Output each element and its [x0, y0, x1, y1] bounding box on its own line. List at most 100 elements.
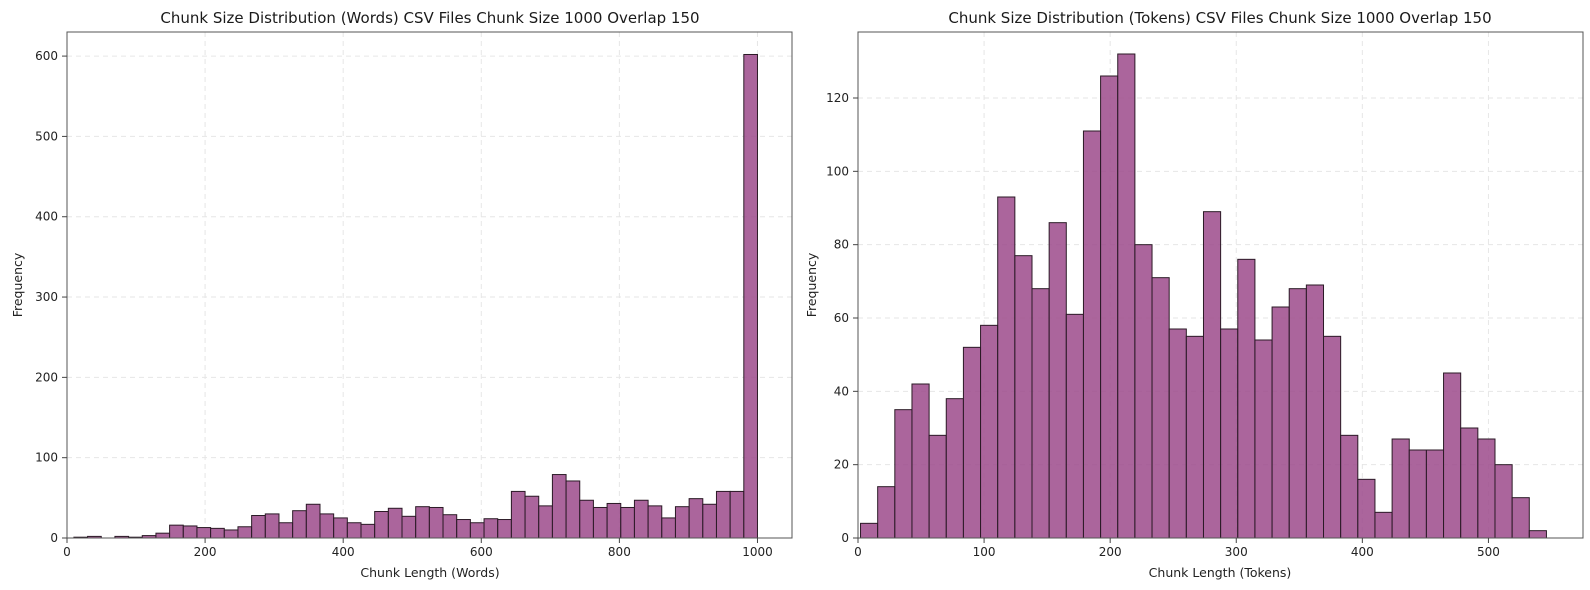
tokens-bar [1340, 434, 1359, 539]
words-bar [360, 523, 376, 539]
words-bar [182, 525, 198, 539]
words-bar [278, 522, 294, 539]
words-x-tick-label: 200 [194, 545, 217, 559]
tokens-y-tick-label: 60 [834, 311, 849, 325]
tokens-bar [1185, 335, 1204, 539]
tokens-bar [1271, 306, 1290, 539]
words-bar [524, 495, 540, 539]
tokens-bar [945, 398, 964, 539]
words-bar [469, 522, 485, 539]
tokens-bar [1528, 530, 1547, 539]
tokens-bar [1391, 438, 1410, 539]
tokens-bar [1100, 75, 1119, 539]
words-histogram-panel: Chunk Size Distribution (Words) CSV File… [10, 9, 793, 580]
words-plot-frame [66, 31, 793, 539]
words-x-tick-label: 400 [332, 545, 355, 559]
words-bar [729, 490, 745, 539]
tokens-bar [1408, 449, 1427, 539]
tokens-y-tick-label: 100 [826, 164, 849, 178]
tokens-histogram-panel: Chunk Size Distribution (Tokens) CSV Fil… [804, 9, 1584, 580]
tokens-bar [1494, 464, 1513, 539]
tokens-x-tick-label: 200 [1099, 545, 1122, 559]
words-bar [223, 529, 239, 539]
words-bar [415, 506, 430, 539]
words-bar [565, 480, 581, 539]
tokens-x-axis-label: Chunk Length (Tokens) [1149, 565, 1292, 580]
words-grid [66, 32, 792, 539]
words-bar [428, 506, 444, 539]
words-bar [715, 490, 731, 539]
tokens-bar [1168, 328, 1187, 539]
words-bar [456, 519, 471, 539]
words-bar [210, 527, 225, 539]
words-y-tick-label: 300 [35, 290, 58, 304]
tokens-bar [1048, 222, 1067, 539]
tokens-bar [1117, 53, 1136, 539]
words-bar [743, 53, 758, 539]
words-y-tick-label: 100 [35, 451, 58, 465]
tokens-bar [1134, 244, 1153, 539]
tokens-y-tick-label: 20 [834, 458, 849, 472]
tokens-bar [911, 383, 930, 539]
words-bar [702, 503, 717, 539]
words-bar [196, 527, 212, 539]
tokens-bar [928, 434, 947, 539]
words-bar [169, 524, 184, 539]
words-y-tick-label: 500 [35, 129, 58, 143]
tokens-bar [980, 324, 999, 539]
tokens-bar [1031, 288, 1050, 539]
tokens-bar [1443, 372, 1462, 539]
tokens-bar [1374, 511, 1393, 539]
tokens-x-tick-label: 100 [973, 545, 996, 559]
tokens-bar [1151, 277, 1170, 539]
words-bar [579, 499, 594, 539]
words-bar [333, 517, 348, 539]
words-bar [483, 518, 499, 539]
words-bar [688, 498, 704, 539]
tokens-bar [877, 486, 896, 539]
tokens-bar [997, 196, 1016, 539]
words-y-tick-label: 600 [35, 49, 58, 63]
words-bar [510, 490, 526, 539]
words-bar [592, 506, 608, 539]
words-bar [551, 474, 567, 539]
tokens-bar [1082, 130, 1102, 539]
words-x-tick-label: 0 [63, 545, 71, 559]
words-bar [237, 526, 253, 539]
tokens-chart-title: Chunk Size Distribution (Tokens) CSV Fil… [948, 9, 1491, 27]
tokens-bar [1014, 255, 1033, 539]
words-bar [633, 499, 649, 539]
words-y-tick-label: 0 [50, 531, 58, 545]
tokens-x-tick-label: 300 [1225, 545, 1248, 559]
tokens-y-tick-label: 120 [826, 91, 849, 105]
words-bar [401, 515, 417, 539]
tokens-bar [1288, 288, 1307, 539]
tokens-bar [894, 409, 913, 539]
tokens-x-tick-label: 0 [854, 545, 862, 559]
tokens-bar [1202, 211, 1222, 539]
words-bar [374, 510, 389, 539]
words-x-tick-label: 1000 [742, 545, 773, 559]
words-x-tick-label: 600 [470, 545, 493, 559]
words-bar [251, 515, 266, 539]
tokens-bar [1220, 328, 1239, 539]
words-bar [442, 514, 458, 539]
tokens-y-axis-label: Frequency [804, 252, 819, 317]
tokens-bar [1323, 335, 1342, 539]
tokens-bar [1305, 284, 1325, 539]
words-bar [647, 505, 663, 539]
tokens-bar [1357, 478, 1376, 539]
tokens-y-tick-label: 0 [841, 531, 849, 545]
tokens-bar [962, 346, 982, 539]
words-bar [661, 517, 676, 539]
words-bar [497, 519, 512, 539]
words-bar [319, 513, 335, 539]
words-x-tick-label: 800 [608, 545, 631, 559]
tokens-bar [1065, 313, 1084, 539]
tokens-bar [1511, 497, 1530, 539]
tokens-y-tick-label: 40 [834, 384, 849, 398]
words-y-tick-label: 400 [35, 210, 58, 224]
words-bar [387, 507, 403, 539]
tokens-x-tick-label: 400 [1351, 545, 1374, 559]
